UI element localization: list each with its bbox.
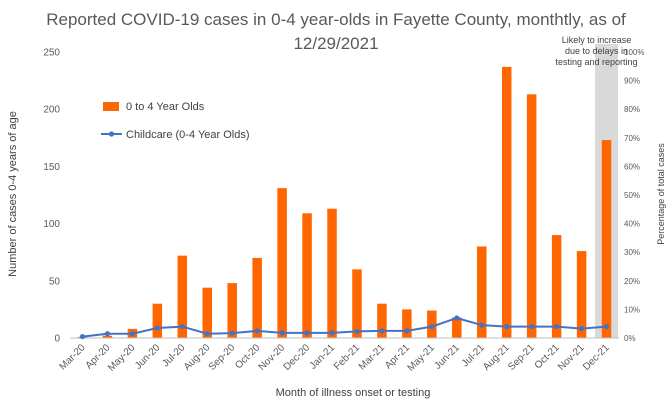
y2-tick-label: 60% <box>624 162 640 171</box>
y2-tick-label: 50% <box>624 191 640 200</box>
x-tick-label: Jan-21 <box>308 342 338 372</box>
bar-Sep-21 <box>526 94 537 338</box>
x-tick-label: May-21 <box>406 342 438 374</box>
point-Sep-20 <box>229 330 235 336</box>
legend-label-bars: 0 to 4 Year Olds <box>126 101 205 113</box>
x-tick-label: Sep-20 <box>207 342 238 373</box>
point-Jun-20 <box>154 325 160 331</box>
y2-tick-label: 30% <box>624 248 640 257</box>
bar-Jul-20 <box>177 255 188 338</box>
y2-tick-label: 100% <box>624 48 644 57</box>
point-Dec-21 <box>603 323 610 330</box>
x-tick-label: May-20 <box>106 342 138 374</box>
legend-swatch-marker <box>108 131 115 137</box>
x-tick-label: Aug-20 <box>182 342 213 373</box>
legend-label-line: Childcare (0-4 Year Olds) <box>126 129 250 141</box>
bar-Oct-21 <box>551 235 562 338</box>
bar-Jun-20 <box>152 303 163 338</box>
x-tick-label: Nov-20 <box>257 342 288 373</box>
y2-tick-label: 20% <box>624 277 640 286</box>
x-tick-label: Jun-20 <box>133 342 163 372</box>
x-axis-ticks: Mar-20Apr-20May-20Jun-20Jul-20Aug-20Sep-… <box>57 342 612 374</box>
point-Oct-20 <box>254 328 260 334</box>
x-tick-label: Dec-20 <box>282 342 313 373</box>
point-Jul-20 <box>179 323 185 330</box>
x-tick-label: Nov-21 <box>556 342 587 373</box>
point-Nov-21 <box>578 325 585 332</box>
childcare-line <box>82 316 607 338</box>
x-axis-title: Month of illness onset or testing <box>276 387 431 399</box>
point-Jun-21 <box>454 315 460 321</box>
bar-Jul-21 <box>477 246 487 338</box>
bar-Mar-21 <box>377 303 387 338</box>
bar-Jan-21 <box>327 208 337 338</box>
annotation-line: testing and reporting <box>555 57 637 67</box>
point-Mar-21 <box>379 328 385 334</box>
point-Oct-21 <box>554 323 560 330</box>
y-tick-label: 200 <box>43 105 60 116</box>
y2-tick-label: 0% <box>624 334 636 343</box>
legend-item-bars: 0 to 4 Year Olds <box>103 101 205 113</box>
y2-tick-label: 70% <box>624 134 640 143</box>
x-tick-label: Dec-21 <box>581 342 612 373</box>
bar-Aug-21 <box>501 66 512 338</box>
bar-series <box>77 66 612 338</box>
legend: 0 to 4 Year Olds Childcare (0-4 Year Olds… <box>101 101 250 141</box>
legend-item-line: Childcare (0-4 Year Olds) <box>101 129 250 141</box>
y2-axis-title: Percentage of total cases <box>656 143 666 245</box>
y-tick-label: 100 <box>43 219 60 230</box>
y2-tick-label: 40% <box>624 220 640 229</box>
bar-Feb-21 <box>352 269 362 338</box>
bar-Dec-20 <box>302 213 312 338</box>
bar-Sep-20 <box>227 283 237 338</box>
point-Jan-21 <box>329 330 335 336</box>
x-tick-label: Mar-20 <box>57 342 87 372</box>
x-tick-label: Jun-21 <box>433 342 463 372</box>
annotation-line: due to delays in <box>565 46 628 56</box>
y-tick-label: 250 <box>43 48 60 59</box>
point-Feb-21 <box>354 328 360 335</box>
x-tick-label: Mar-21 <box>357 342 387 372</box>
bar-Nov-21 <box>576 251 587 338</box>
bar-Apr-20 <box>102 335 113 338</box>
point-Mar-20 <box>79 333 86 340</box>
point-Sep-21 <box>529 323 535 330</box>
annotation-line: Likely to increase <box>562 35 632 45</box>
bar-Oct-20 <box>252 257 262 338</box>
y2-tick-label: 10% <box>624 305 640 314</box>
bar-Apr-21 <box>402 309 412 338</box>
point-Dec-20 <box>304 330 310 336</box>
point-May-20 <box>129 331 135 337</box>
point-Nov-20 <box>279 330 285 336</box>
y-tick-label: 150 <box>43 162 60 173</box>
bar-Aug-20 <box>202 287 212 338</box>
bar-Jun-21 <box>452 317 462 338</box>
point-May-21 <box>429 323 435 330</box>
point-Apr-20 <box>104 331 111 337</box>
point-Apr-21 <box>404 328 410 334</box>
legend-swatch-bars <box>103 102 119 111</box>
x-tick-label: Aug-21 <box>481 342 512 373</box>
y2-tick-label: 80% <box>624 105 640 114</box>
line-series <box>79 315 610 340</box>
chart-title: Reported COVID-19 cases in 0-4 year-olds… <box>46 10 626 53</box>
y-axis-ticks: 0 50 100 150 200 250 <box>43 48 60 345</box>
y-axis-title: Number of cases 0-4 years of age <box>7 111 19 277</box>
bar-Dec-21 <box>601 140 612 338</box>
point-Aug-21 <box>504 323 510 330</box>
bar-Nov-20 <box>277 188 287 338</box>
y2-axis-ticks: 0% 10% 20% 30% 40% 50% 60% 70% 80% 90% 100% <box>624 48 644 343</box>
y-tick-label: 0 <box>54 334 60 345</box>
y-tick-label: 50 <box>49 276 61 287</box>
x-tick-label: Feb-21 <box>332 342 362 372</box>
point-Jul-21 <box>479 322 485 328</box>
y2-tick-label: 90% <box>624 77 640 86</box>
x-tick-label: Sep-21 <box>506 342 537 373</box>
point-Aug-20 <box>204 331 210 337</box>
